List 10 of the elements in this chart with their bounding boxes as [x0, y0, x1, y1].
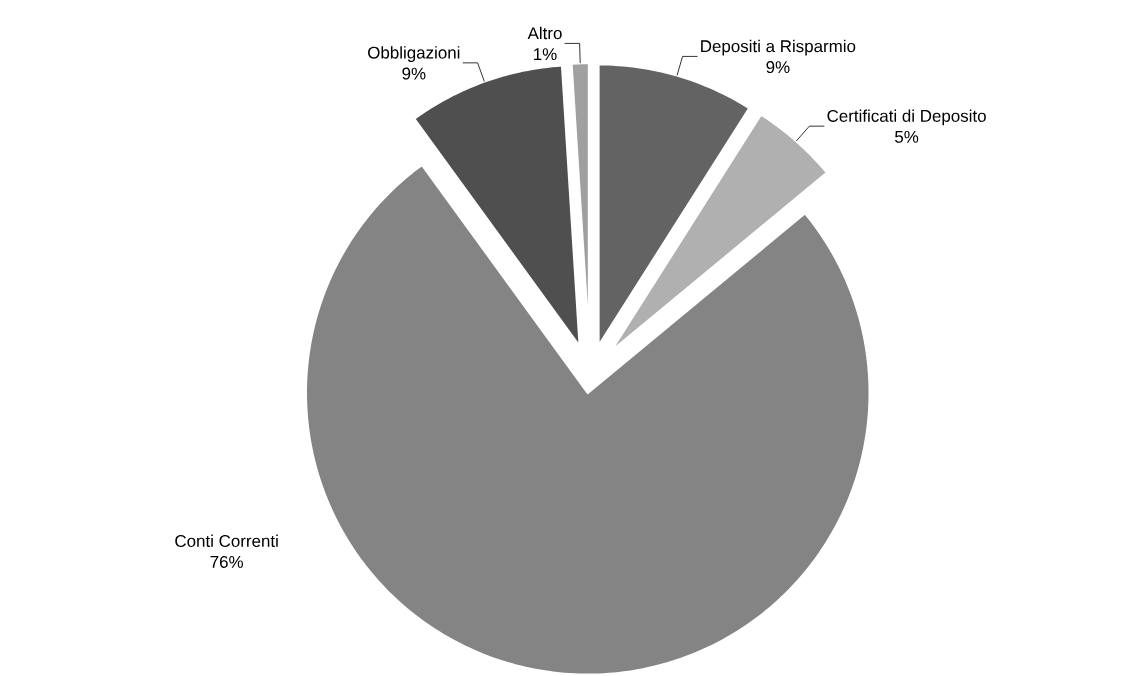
- data-label: 76%: [210, 555, 243, 568]
- slice-label: Conti Correnti: [175, 534, 278, 547]
- slice-label: Altro: [527, 26, 562, 40]
- data-label: 1%: [534, 48, 557, 61]
- data-label: 9%: [766, 61, 790, 74]
- slice-label: Depositi a Risparmio: [701, 39, 856, 56]
- slice-label: Certificati di Deposito: [827, 109, 986, 126]
- data-label: 5%: [895, 130, 919, 143]
- slice-label: Obbligazioni: [368, 46, 460, 62]
- data-label: 9%: [402, 67, 426, 80]
